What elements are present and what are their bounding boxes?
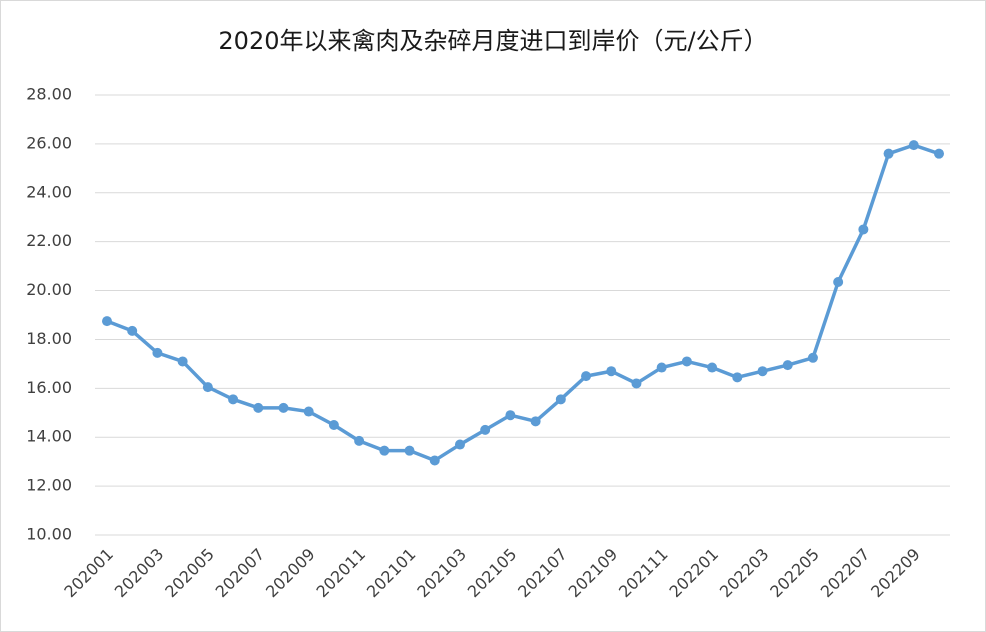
data-point [782,360,793,371]
y-tick-label: 10.00 [26,525,72,544]
y-tick-label: 14.00 [26,427,72,446]
data-point [757,366,768,377]
data-point [883,148,894,159]
data-point [606,366,617,377]
data-point [404,445,415,456]
data-point [127,325,138,336]
data-point [581,371,592,382]
data-point [732,372,743,383]
data-point [833,277,844,287]
chart-title: 2020年以来禽肉及杂碎月度进口到岸价（元/公斤） [218,27,767,55]
data-point [505,410,516,421]
data-point [303,406,314,417]
data-point [379,445,390,456]
y-tick-label: 20.00 [26,280,72,299]
y-tick-label: 12.00 [26,476,72,495]
y-tick-label: 18.00 [26,329,72,348]
y-tick-label: 24.00 [26,182,72,201]
data-point [454,439,465,450]
data-point [858,224,869,235]
data-point [530,416,541,427]
data-point [202,382,213,393]
data-point [177,356,188,367]
data-point [328,420,339,430]
y-tick-label: 28.00 [26,85,72,104]
data-point [253,402,264,413]
data-point [656,362,667,373]
data-point [934,148,944,159]
data-point [354,435,365,446]
y-tick-label: 16.00 [26,378,72,397]
data-point [228,394,239,405]
y-tick-label: 22.00 [26,231,72,250]
data-point [807,352,818,363]
y-tick-label: 26.00 [26,133,72,152]
data-point [707,362,718,373]
data-point [480,424,491,435]
data-point [102,316,112,327]
data-point [555,394,566,405]
data-point [681,356,692,367]
data-line [106,143,940,463]
data-point [908,140,919,151]
data-point [278,402,289,413]
data-point [152,347,163,358]
data-point [631,378,642,389]
data-point [429,455,440,466]
